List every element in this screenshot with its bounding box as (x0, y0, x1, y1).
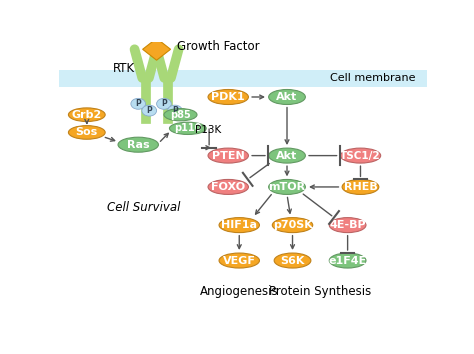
Text: PTEN: PTEN (212, 150, 245, 161)
Text: Angiogenesis: Angiogenesis (200, 285, 279, 298)
Ellipse shape (219, 218, 259, 233)
Ellipse shape (208, 179, 248, 194)
Text: Ras: Ras (127, 140, 149, 150)
Ellipse shape (269, 148, 305, 163)
Text: P: P (161, 99, 167, 108)
Text: Protein Synthesis: Protein Synthesis (269, 285, 371, 298)
Text: S6K: S6K (280, 256, 305, 266)
Text: P: P (136, 99, 141, 108)
Text: Akt: Akt (276, 92, 298, 102)
Text: Cell membrane: Cell membrane (330, 74, 416, 84)
Ellipse shape (269, 90, 305, 104)
Ellipse shape (340, 148, 381, 163)
Text: RHEB: RHEB (344, 182, 377, 192)
Circle shape (131, 98, 146, 109)
Text: RTK: RTK (112, 62, 135, 75)
Text: p85: p85 (170, 110, 191, 120)
Ellipse shape (208, 90, 248, 104)
Ellipse shape (342, 179, 379, 194)
Text: 4E-BP: 4E-BP (329, 220, 366, 230)
Text: p70SK: p70SK (273, 220, 312, 230)
Text: P: P (172, 106, 178, 115)
Circle shape (168, 105, 182, 116)
Text: Cell Survival: Cell Survival (107, 201, 181, 214)
Ellipse shape (269, 179, 305, 194)
Ellipse shape (68, 108, 105, 121)
Ellipse shape (208, 148, 248, 163)
Text: Grb2: Grb2 (72, 110, 102, 120)
Text: p110: p110 (174, 123, 201, 133)
Text: PDK1: PDK1 (211, 92, 245, 102)
Text: Growth Factor: Growth Factor (177, 40, 259, 53)
Text: FOXO: FOXO (211, 182, 245, 192)
Text: VEGF: VEGF (223, 256, 255, 266)
Circle shape (142, 105, 156, 116)
Text: P13K: P13K (195, 125, 221, 135)
Ellipse shape (272, 218, 313, 233)
Text: Akt: Akt (276, 150, 298, 161)
Ellipse shape (118, 137, 158, 152)
Text: mTOR: mTOR (268, 182, 306, 192)
FancyBboxPatch shape (59, 70, 427, 87)
Text: TSC1/2: TSC1/2 (340, 150, 381, 161)
Polygon shape (143, 38, 171, 60)
Ellipse shape (274, 253, 311, 268)
Circle shape (156, 98, 171, 109)
Text: HIF1a: HIF1a (221, 220, 257, 230)
Text: P: P (146, 106, 152, 115)
Ellipse shape (169, 122, 206, 135)
Text: e1F4E: e1F4E (328, 256, 367, 266)
Ellipse shape (329, 218, 366, 233)
Ellipse shape (329, 253, 366, 268)
Ellipse shape (219, 253, 259, 268)
Ellipse shape (164, 109, 197, 121)
Ellipse shape (68, 126, 105, 139)
Text: Sos: Sos (76, 127, 98, 137)
